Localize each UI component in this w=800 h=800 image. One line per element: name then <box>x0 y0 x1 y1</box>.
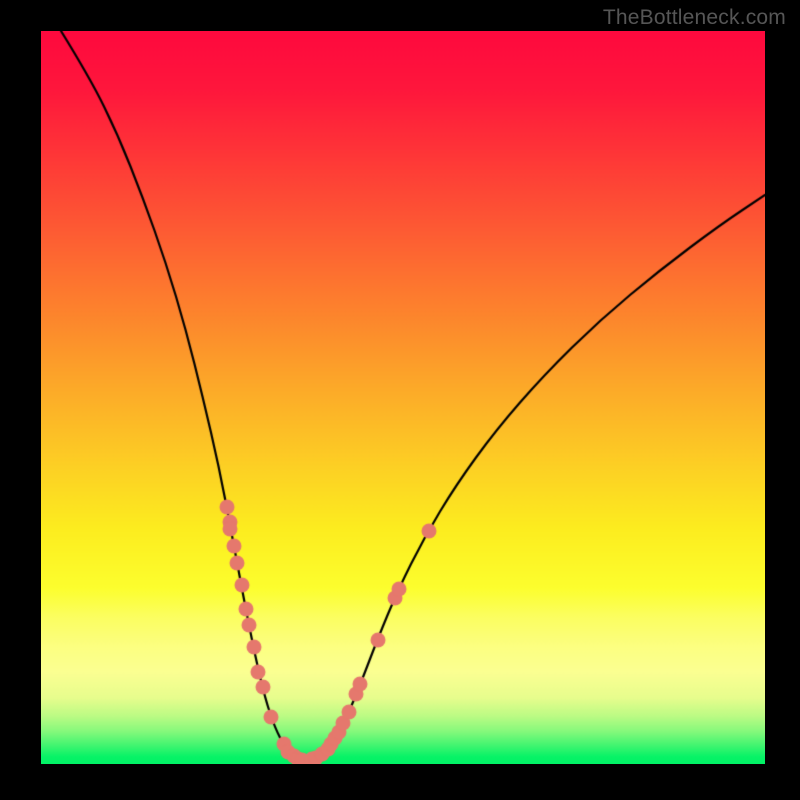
gradient-background <box>41 31 765 764</box>
watermark-text: TheBottleneck.com <box>603 6 786 30</box>
plot-area <box>41 31 765 764</box>
